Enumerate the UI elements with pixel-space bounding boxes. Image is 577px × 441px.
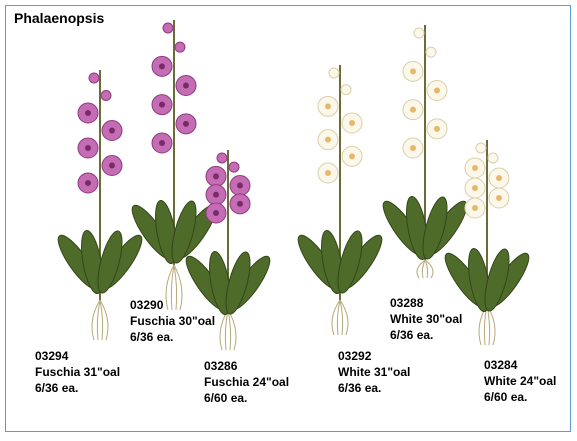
illustration-part <box>434 125 440 132</box>
illustration-part <box>213 173 219 180</box>
illustration-part <box>434 87 440 94</box>
illustration-part <box>349 153 355 160</box>
illustration-part <box>96 299 101 341</box>
illustration-part <box>424 259 429 279</box>
illustration-part <box>85 110 91 116</box>
illustration-part <box>484 248 510 312</box>
illustration-part <box>237 182 243 189</box>
illustration-part <box>88 72 100 84</box>
illustration-part <box>349 120 355 126</box>
product-code: 03286 <box>204 359 238 373</box>
product-code: 03288 <box>390 296 424 310</box>
illustration-part <box>109 127 115 134</box>
product-pack: 6/36 ea. <box>390 328 434 342</box>
illustration-part <box>99 299 109 341</box>
product-name: Fuschia 31"oal <box>35 365 121 379</box>
illustration-part <box>339 299 344 336</box>
product-pack: 6/60 ea. <box>484 390 528 404</box>
illustration-part <box>213 210 219 216</box>
illustration-part <box>496 175 502 181</box>
product-code: 03292 <box>338 349 372 363</box>
illustration-part <box>183 120 189 127</box>
illustration-part <box>325 136 331 143</box>
illustration-part <box>475 142 487 154</box>
illustration-part <box>85 180 91 186</box>
illustration-part <box>421 259 426 279</box>
illustration-part <box>173 264 183 311</box>
illustration-part <box>224 309 229 351</box>
illustration-part <box>183 82 189 89</box>
illustration-part <box>85 145 91 151</box>
illustration-part <box>337 230 363 294</box>
illustration-part <box>159 101 165 108</box>
illustration-part <box>336 299 341 336</box>
illustration-part <box>216 152 228 164</box>
product-pack: 6/36 ea. <box>130 330 174 344</box>
illustration-part <box>109 162 115 169</box>
illustration-part <box>162 22 174 34</box>
product-pack: 6/36 ea. <box>35 381 79 395</box>
product-label: 03288 White 30"oal 6/36 ea. <box>390 295 462 343</box>
illustration-part <box>472 185 478 191</box>
illustration-part <box>159 63 165 70</box>
illustration-part <box>174 41 186 53</box>
illustration-part <box>97 230 123 294</box>
product-name: Fuschia 24"oal <box>204 375 290 389</box>
illustration-part <box>410 145 416 151</box>
product-pack: 6/60 ea. <box>204 391 248 405</box>
illustration-part <box>425 46 437 58</box>
product-label: 03294 Fuschia 31"oal 6/36 ea. <box>35 348 120 396</box>
illustration-part <box>472 165 478 171</box>
illustration-part <box>170 264 175 311</box>
illustration-part <box>410 106 416 113</box>
illustration-part <box>496 195 502 201</box>
illustration-part <box>416 259 426 279</box>
illustration-part <box>228 161 240 173</box>
illustration-part <box>413 27 425 39</box>
product-code: 03294 <box>35 349 69 363</box>
illustration-part <box>159 140 165 146</box>
illustration-part <box>422 196 448 260</box>
illustration-part <box>487 152 499 164</box>
illustration-part <box>225 251 251 315</box>
product-pack: 6/36 ea. <box>338 381 382 395</box>
product-name: Fuschia 30"oal <box>130 314 216 328</box>
illustration-part <box>339 299 349 336</box>
illustration-part <box>237 200 243 207</box>
product-label: 03286 Fuschia 24"oal 6/60 ea. <box>204 358 289 406</box>
page-title: Phalaenopsis <box>14 10 105 26</box>
illustration-part <box>99 299 104 341</box>
illustration-part <box>325 103 331 110</box>
product-code: 03284 <box>484 358 518 372</box>
illustration-part <box>227 309 232 351</box>
illustration-part <box>171 200 197 264</box>
frame <box>5 5 571 432</box>
product-code: 03290 <box>130 298 164 312</box>
illustration-part <box>424 259 434 279</box>
product-name: White 30"oal <box>390 312 463 326</box>
illustration-part <box>173 264 178 311</box>
product-label: 03284 White 24"oal 6/60 ea. <box>484 357 556 405</box>
product-name: White 31"oal <box>338 365 411 379</box>
illustration-part <box>328 67 340 79</box>
product-name: White 24"oal <box>484 374 557 388</box>
illustration-part <box>213 191 219 198</box>
illustration-part <box>165 264 175 311</box>
illustration-part <box>340 84 352 96</box>
illustration-part <box>331 299 341 336</box>
illustration-part <box>325 170 331 176</box>
product-label: 03292 White 31"oal 6/36 ea. <box>338 348 410 396</box>
product-label: 03290 Fuschia 30"oal 6/36 ea. <box>130 297 215 345</box>
illustration-part <box>100 90 112 101</box>
illustration-part <box>472 205 478 211</box>
illustration-part <box>410 68 416 75</box>
illustration-part <box>91 299 101 341</box>
